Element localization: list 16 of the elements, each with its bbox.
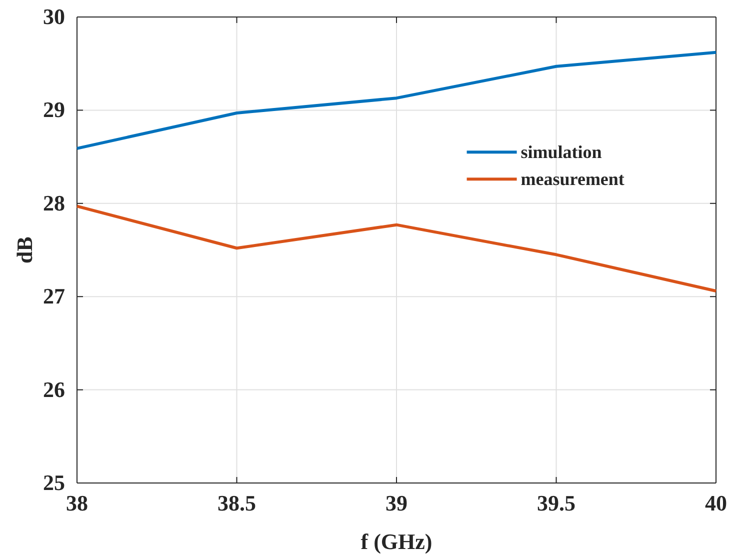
y-tick-label: 27 xyxy=(43,284,65,309)
y-axis-title: dB xyxy=(12,236,37,264)
x-axis-title: f (GHz) xyxy=(360,529,432,554)
legend-label: measurement xyxy=(520,169,624,190)
x-tick-label: 38 xyxy=(66,490,88,516)
x-tick-label: 38.5 xyxy=(218,490,256,516)
line-series xyxy=(76,204,718,293)
y-tick-label: 28 xyxy=(43,190,65,216)
x-tick-label: 39.5 xyxy=(537,490,576,516)
x-tick-label: 39 xyxy=(386,490,408,516)
y-tick-label: 30 xyxy=(43,4,65,30)
legend-label: simulation xyxy=(520,142,602,162)
y-tick-label: 25 xyxy=(43,470,65,496)
x-tick-label: 40 xyxy=(705,490,727,516)
y-tick-label: 29 xyxy=(43,97,65,122)
y-tick-label: 26 xyxy=(43,376,65,402)
